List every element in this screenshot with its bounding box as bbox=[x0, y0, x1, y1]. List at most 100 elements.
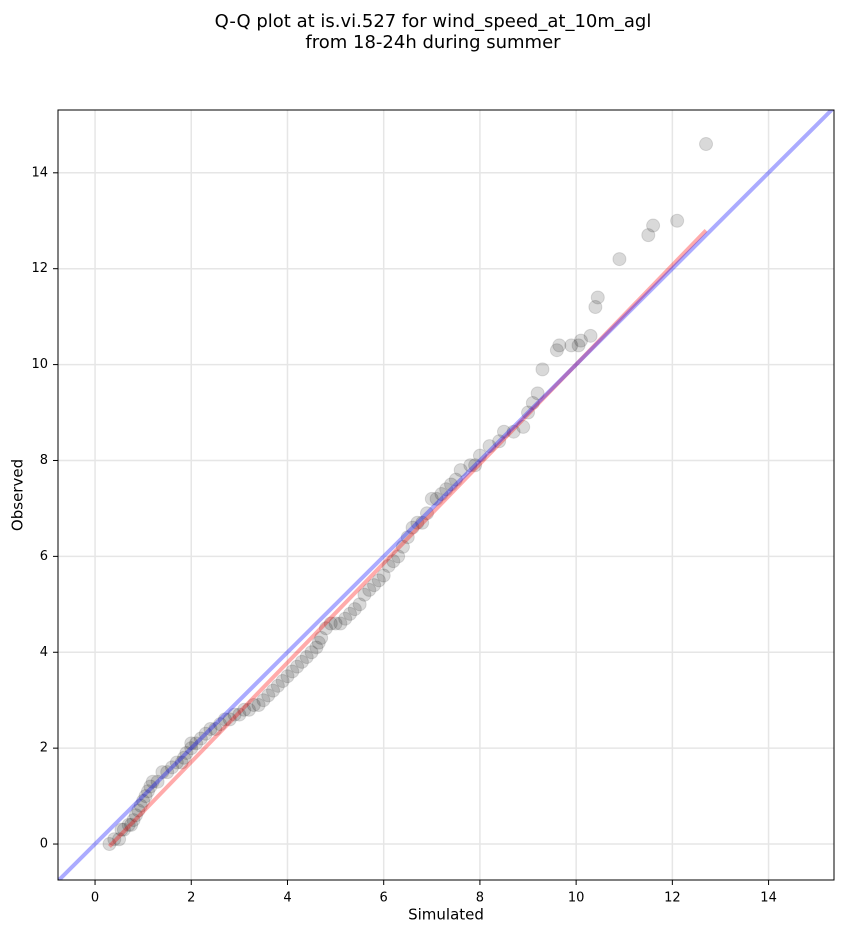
point bbox=[107, 832, 122, 847]
point bbox=[124, 817, 139, 832]
point bbox=[266, 683, 281, 698]
y-tick-label: 8 bbox=[40, 453, 48, 468]
point bbox=[381, 558, 396, 573]
plot-frame bbox=[57, 109, 835, 881]
point bbox=[237, 702, 252, 717]
x-tick-label: 2 bbox=[187, 891, 195, 906]
x-tick-label: 12 bbox=[664, 891, 681, 906]
point bbox=[280, 669, 295, 684]
point bbox=[419, 506, 434, 521]
point bbox=[227, 707, 242, 722]
point bbox=[128, 808, 143, 823]
point bbox=[395, 539, 410, 554]
y-tick-label: 10 bbox=[31, 357, 48, 372]
point bbox=[367, 578, 382, 593]
point bbox=[564, 338, 579, 353]
y-tick-label: 14 bbox=[31, 165, 48, 180]
point bbox=[338, 611, 353, 626]
point bbox=[121, 817, 136, 832]
point bbox=[590, 290, 605, 305]
point bbox=[145, 774, 160, 789]
point bbox=[371, 573, 386, 588]
x-tick-label: 6 bbox=[380, 891, 388, 906]
x-tick-label: 14 bbox=[760, 891, 777, 906]
point bbox=[549, 343, 564, 358]
point bbox=[439, 482, 454, 497]
point bbox=[573, 333, 588, 348]
point bbox=[133, 798, 148, 813]
point bbox=[434, 487, 449, 502]
point bbox=[150, 774, 165, 789]
point bbox=[177, 750, 192, 765]
point bbox=[525, 395, 540, 410]
y-tick-label: 0 bbox=[40, 837, 48, 852]
point bbox=[169, 755, 184, 770]
point bbox=[410, 515, 425, 530]
y-tick-label: 4 bbox=[40, 645, 48, 660]
x-tick-label: 8 bbox=[476, 891, 484, 906]
point bbox=[386, 554, 401, 569]
point bbox=[309, 640, 324, 655]
point bbox=[184, 741, 199, 756]
x-tick-label: 10 bbox=[568, 891, 585, 906]
point bbox=[126, 813, 141, 828]
point bbox=[165, 760, 180, 775]
y-tick-label: 12 bbox=[31, 261, 48, 276]
point bbox=[143, 779, 158, 794]
point bbox=[453, 463, 468, 478]
point bbox=[203, 721, 218, 736]
y-tick-label: 6 bbox=[40, 549, 48, 564]
point bbox=[521, 405, 536, 420]
point bbox=[323, 616, 338, 631]
point bbox=[646, 218, 661, 233]
point bbox=[415, 515, 430, 530]
x-tick-label: 4 bbox=[283, 891, 291, 906]
point bbox=[290, 659, 305, 674]
point bbox=[251, 698, 266, 712]
reference-line bbox=[108, 228, 708, 848]
point bbox=[193, 731, 208, 746]
point bbox=[530, 386, 545, 401]
point bbox=[448, 472, 463, 487]
point bbox=[217, 712, 232, 727]
point bbox=[140, 784, 155, 799]
point bbox=[391, 549, 406, 564]
point bbox=[275, 674, 290, 689]
point bbox=[535, 362, 550, 377]
point bbox=[583, 328, 598, 343]
point bbox=[136, 793, 151, 808]
point bbox=[155, 765, 170, 780]
point bbox=[347, 602, 362, 617]
point bbox=[270, 678, 285, 693]
point bbox=[468, 458, 483, 473]
point bbox=[343, 606, 358, 621]
point bbox=[294, 654, 309, 669]
point bbox=[357, 587, 372, 602]
point bbox=[138, 789, 153, 804]
point bbox=[463, 458, 478, 473]
point bbox=[588, 300, 603, 315]
point bbox=[198, 726, 213, 741]
x-tick-label: 0 bbox=[91, 891, 99, 906]
chart-title: from 18-24h during summer bbox=[305, 32, 561, 53]
point bbox=[102, 837, 117, 852]
point bbox=[114, 822, 129, 837]
point bbox=[256, 693, 271, 708]
plot-area bbox=[58, 110, 834, 880]
point bbox=[405, 520, 420, 535]
point bbox=[641, 228, 656, 243]
point bbox=[352, 597, 367, 612]
point bbox=[496, 424, 511, 439]
point bbox=[482, 439, 497, 454]
point bbox=[400, 530, 415, 545]
point bbox=[429, 491, 444, 506]
point bbox=[304, 645, 319, 660]
point bbox=[472, 448, 487, 463]
point bbox=[333, 616, 348, 631]
point bbox=[116, 822, 131, 837]
y-axis-label: Observed bbox=[9, 459, 27, 531]
point bbox=[318, 621, 333, 636]
y-tick-label: 2 bbox=[40, 741, 48, 756]
point bbox=[328, 616, 343, 631]
point bbox=[131, 803, 146, 818]
